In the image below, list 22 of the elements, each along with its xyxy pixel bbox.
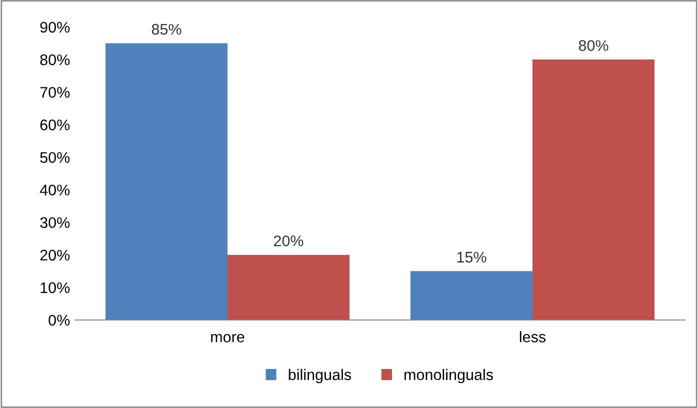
bar: [228, 254, 350, 320]
data-label: 80%: [578, 40, 608, 51]
y-tick-label: 90%: [40, 22, 70, 33]
bar: [106, 43, 228, 320]
y-tick-label: 80%: [40, 54, 70, 66]
bar: [532, 60, 654, 320]
y-tick-label: 10%: [40, 282, 70, 294]
legend-label: bilinguals: [288, 368, 352, 384]
y-tick-label: 30%: [40, 217, 70, 228]
x-tick-label: more: [211, 334, 244, 342]
y-tick-label: 60%: [40, 120, 70, 130]
data-label: 15%: [457, 252, 486, 263]
y-tick-label: 50%: [40, 152, 70, 163]
y-tick-label: 70%: [40, 86, 70, 98]
data-label: 85%: [152, 24, 182, 35]
y-tick-label: 20%: [40, 250, 70, 261]
data-label: 20%: [274, 235, 304, 246]
legend-label: monolinguals: [404, 368, 493, 384]
bar: [410, 271, 532, 320]
y-tick-label: 0%: [48, 314, 70, 326]
x-tick-label: less: [520, 331, 546, 342]
y-tick-label: 40%: [40, 184, 70, 196]
